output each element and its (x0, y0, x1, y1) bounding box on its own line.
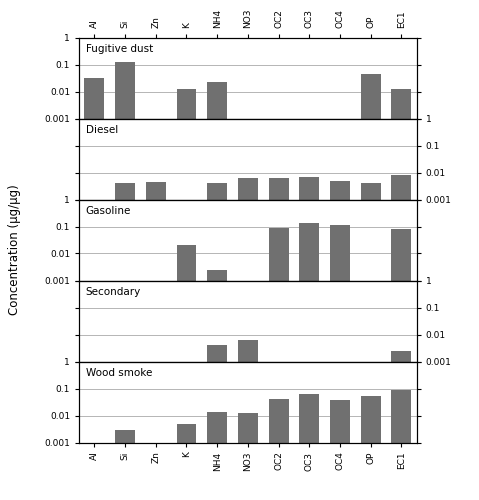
Bar (299, 176, 319, 200)
Bar (269, 228, 288, 280)
Bar (269, 178, 288, 200)
Bar (238, 414, 258, 442)
Bar (207, 183, 227, 200)
Bar (207, 270, 227, 280)
Bar (361, 396, 381, 442)
Bar (238, 340, 258, 361)
Bar (207, 82, 227, 118)
Text: Diesel: Diesel (86, 125, 118, 135)
Bar (299, 394, 319, 442)
Bar (391, 390, 411, 442)
Bar (330, 400, 350, 442)
Bar (238, 178, 258, 200)
Bar (391, 175, 411, 200)
Bar (207, 412, 227, 442)
Bar (330, 226, 350, 280)
Bar (176, 90, 196, 118)
Bar (176, 245, 196, 280)
Bar (391, 229, 411, 280)
Bar (84, 78, 104, 118)
Bar (176, 424, 196, 442)
Bar (115, 62, 135, 118)
Text: Secondary: Secondary (86, 287, 141, 297)
Text: Concentration (μg/μg): Concentration (μg/μg) (8, 184, 21, 316)
Bar (115, 430, 135, 442)
Bar (391, 90, 411, 118)
Bar (269, 399, 288, 442)
Bar (361, 74, 381, 118)
Bar (361, 183, 381, 200)
Bar (115, 183, 135, 200)
Bar (207, 345, 227, 362)
Text: Gasoline: Gasoline (86, 206, 131, 216)
Bar (391, 351, 411, 362)
Bar (330, 180, 350, 200)
Bar (146, 182, 166, 200)
Bar (299, 224, 319, 280)
Text: Fugitive dust: Fugitive dust (86, 44, 153, 54)
Text: Wood smoke: Wood smoke (86, 368, 152, 378)
